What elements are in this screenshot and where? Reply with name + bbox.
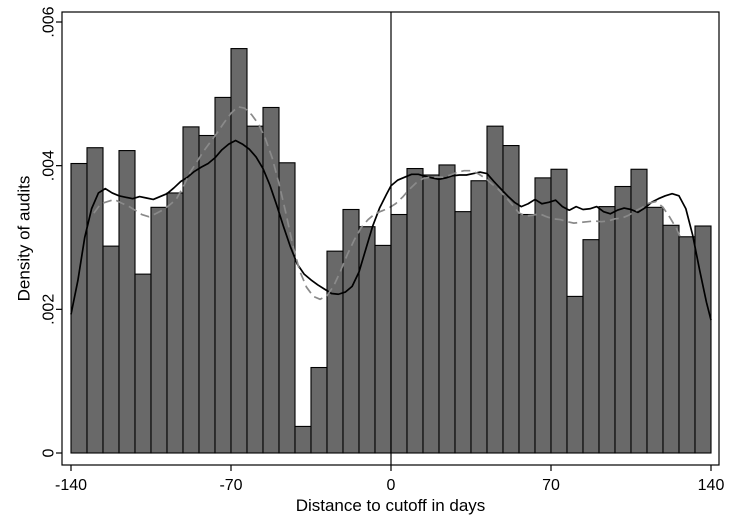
- y-axis: 0 .002 .004 .006: [41, 6, 62, 457]
- density-curve-dashed: [93, 105, 683, 301]
- x-tick-label-4: 140: [698, 477, 725, 494]
- histogram-bar-34: [614, 185, 632, 454]
- histogram-bar-36: [646, 206, 664, 454]
- y-tick-label-2: .004: [41, 150, 58, 181]
- histogram-bar-0: [70, 162, 88, 454]
- histogram-bar-39: [694, 225, 712, 454]
- histogram-bar-4: [134, 273, 152, 454]
- histogram-bar-1: [86, 147, 104, 454]
- histogram-bar-37: [662, 224, 680, 454]
- histogram-bar-5: [150, 206, 168, 454]
- histogram-bars: [70, 48, 712, 454]
- histogram-bar-11: [246, 125, 264, 454]
- histogram-bar-24: [454, 211, 472, 454]
- x-tick-label-3: 70: [542, 477, 560, 494]
- histogram-bar-30: [550, 168, 568, 454]
- histogram-bar-29: [534, 177, 552, 454]
- x-tick-label-1: -70: [219, 477, 242, 494]
- histogram-bar-14: [294, 425, 312, 454]
- histogram-bar-13: [278, 162, 296, 454]
- y-tick-label-3: .006: [41, 6, 58, 37]
- histogram-bar-32: [582, 239, 600, 454]
- histogram-bar-19: [374, 244, 392, 454]
- histogram-bar-28: [518, 213, 536, 454]
- histogram-bar-8: [198, 134, 216, 454]
- histogram-bar-17: [342, 208, 360, 454]
- histogram-bar-33: [598, 206, 616, 454]
- histogram-bar-6: [166, 192, 184, 454]
- histogram-bar-38: [678, 236, 696, 454]
- y-tick-label-0: 0: [41, 448, 58, 457]
- x-tick-label-0: -140: [55, 477, 87, 494]
- histogram-bar-15: [310, 366, 328, 454]
- histogram-bar-21: [406, 167, 424, 454]
- y-tick-label-1: .002: [41, 294, 58, 325]
- histogram-bar-12: [262, 106, 280, 454]
- histogram-bar-20: [390, 213, 408, 454]
- histogram-bar-31: [566, 295, 584, 454]
- histogram-bar-2: [102, 245, 120, 454]
- histogram-bar-7: [182, 126, 200, 454]
- y-axis-title: Density of audits: [15, 176, 34, 302]
- histogram-bar-9: [214, 96, 232, 454]
- x-axis: -140 -70 0 70 140: [55, 465, 724, 494]
- x-axis-title: Distance to cutoff in days: [296, 496, 486, 515]
- histogram-bar-25: [470, 180, 488, 454]
- histogram-bar-23: [438, 164, 456, 454]
- histogram-bar-22: [422, 174, 440, 454]
- x-tick-label-2: 0: [387, 477, 396, 494]
- histogram-bar-18: [358, 226, 376, 454]
- histogram-bar-27: [502, 145, 520, 454]
